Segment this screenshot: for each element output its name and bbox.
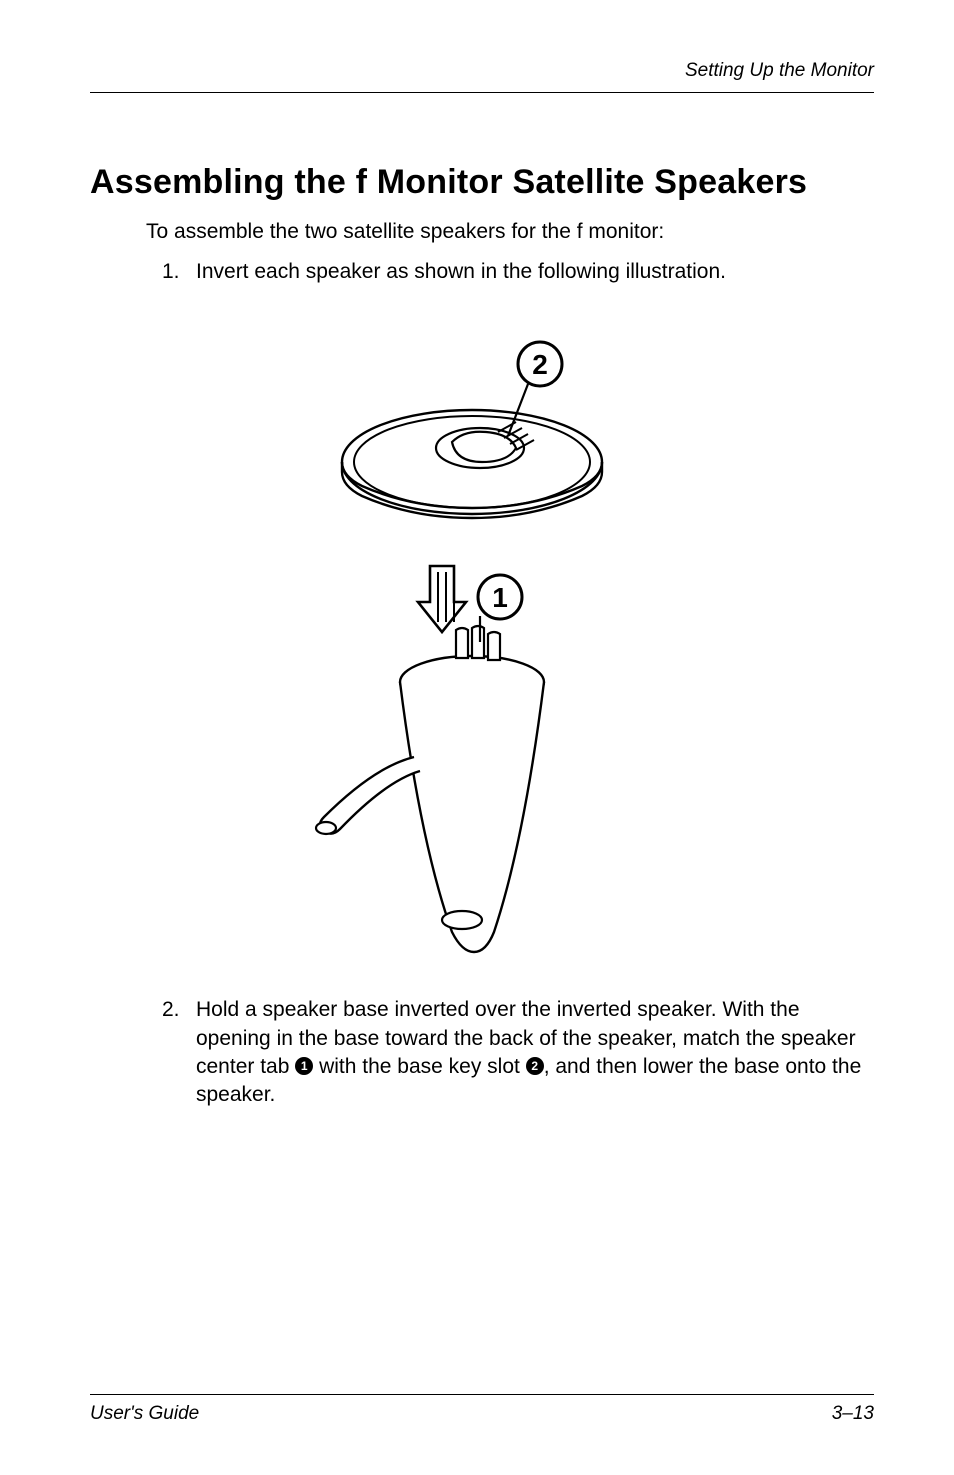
speaker-body-icon bbox=[316, 616, 544, 952]
page-title: Assembling the f Monitor Satellite Speak… bbox=[90, 163, 874, 202]
callout-2: 2 bbox=[518, 342, 562, 386]
step-2: 2. Hold a speaker base inverted over the… bbox=[162, 996, 874, 1109]
down-arrow-icon bbox=[418, 566, 466, 632]
steps-list: 1. Invert each speaker as shown in the f… bbox=[162, 258, 874, 298]
document-page: Setting Up the Monitor Assembling the f … bbox=[0, 0, 954, 1475]
callout-1: 1 bbox=[478, 575, 522, 619]
step-text: Invert each speaker as shown in the foll… bbox=[196, 260, 726, 283]
step-number: 1. bbox=[162, 258, 180, 286]
step-1: 1. Invert each speaker as shown in the f… bbox=[162, 258, 874, 286]
speaker-base-icon bbox=[342, 384, 602, 518]
intro-text: To assemble the two satellite speakers f… bbox=[146, 220, 874, 244]
callout-2-label: 2 bbox=[532, 349, 548, 380]
inline-callout-2: 2 bbox=[526, 1057, 544, 1075]
step-text: Hold a speaker base inverted over the in… bbox=[196, 998, 861, 1106]
step-number: 2. bbox=[162, 996, 180, 1024]
inline-callout-1: 1 bbox=[295, 1057, 313, 1075]
footer-left: User's Guide bbox=[90, 1403, 199, 1425]
footer-right: 3–13 bbox=[832, 1403, 874, 1425]
illustration-container: 2 1 bbox=[90, 322, 874, 962]
speaker-assembly-illustration: 2 1 bbox=[302, 322, 662, 962]
running-header: Setting Up the Monitor bbox=[90, 60, 874, 93]
section-name: Setting Up the Monitor bbox=[685, 60, 874, 81]
callout-1-label: 1 bbox=[492, 582, 508, 613]
page-footer: User's Guide 3–13 bbox=[90, 1394, 874, 1425]
spacer bbox=[90, 1122, 874, 1394]
steps-list-continued: 2. Hold a speaker base inverted over the… bbox=[162, 996, 874, 1121]
